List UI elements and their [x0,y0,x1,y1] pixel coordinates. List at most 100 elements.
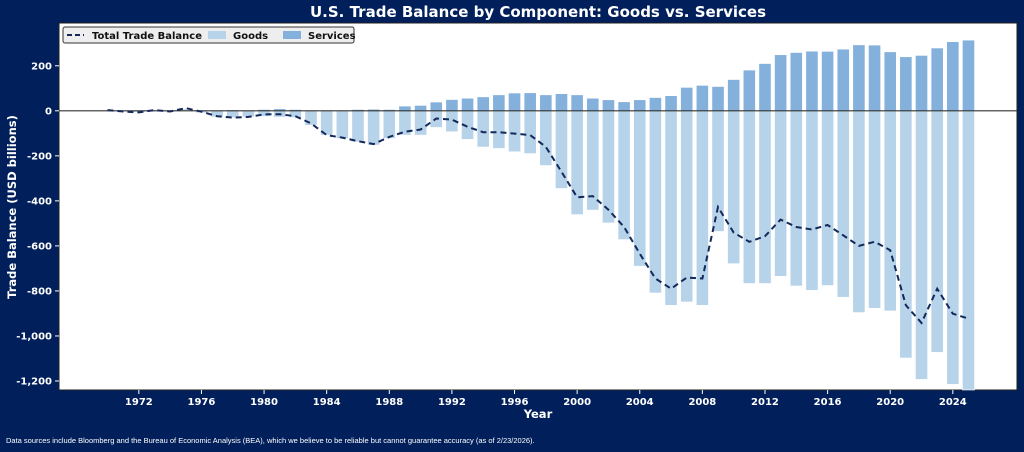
services-bar-2006 [664,95,678,112]
goods-bar-2003 [617,110,631,240]
goods-bar-2002 [602,110,615,224]
x-tick-label: 1972 [125,397,153,408]
goods-bar-2000 [570,110,584,215]
goods-bar-2016 [821,110,834,286]
goods-bar-1994 [476,110,490,148]
goods-bar-2020 [883,110,897,312]
services-bar-2010 [727,79,741,112]
services-bar-1989 [398,105,412,112]
x-tick-label: 1980 [250,397,278,408]
x-tick-label: 2000 [563,397,591,408]
legend: Total Trade Balance Goods Services [62,26,356,44]
services-bar-1997 [523,92,537,112]
y-tick-label: -200 [27,151,52,162]
x-tick-label: 1988 [375,397,403,408]
y-tick-label: -800 [27,286,52,297]
services-bar-1994 [476,96,490,112]
x-tick-label: 2016 [814,397,842,408]
goods-bar-2007 [680,110,694,303]
services-bar-2002 [602,99,615,112]
services-bar-2018 [852,44,866,112]
goods-bar-1985 [335,110,349,139]
goods-bar-1983 [304,110,318,126]
x-tick-label: 2024 [939,397,967,408]
goods-bar-1997 [523,110,537,154]
services-bar-1996 [508,92,521,112]
footer-note: Data sources include Bloomberg and the B… [6,436,535,445]
services-bar-2014 [789,52,803,112]
services-bar-2003 [617,101,631,112]
legend-label-total: Total Trade Balance [92,31,202,42]
goods-bar-1999 [555,110,568,189]
goods-bar-2019 [868,110,881,309]
goods-bar-2012 [758,110,772,284]
goods-bar-2015 [805,110,819,291]
services-bar-2011 [742,69,756,112]
services-bar-2008 [695,85,709,112]
legend-label-services: Services [308,31,356,42]
services-bar-1992 [445,99,459,112]
x-tick-label: 2004 [626,397,654,408]
goods-bar-1987 [367,110,381,146]
goods-bar-1996 [508,110,521,153]
legend-label-goods: Goods [233,31,268,42]
goods-bar-2022 [915,110,928,380]
services-bar-1999 [555,93,568,112]
services-bar-2015 [805,50,819,112]
goods-bar-2013 [774,110,788,277]
goods-bar-2021 [899,110,913,359]
goods-bar-1988 [382,110,396,139]
y-tick-label: 0 [45,106,52,117]
y-tick-label: 200 [31,61,52,72]
services-bar-2025 [962,39,975,112]
chart-title: U.S. Trade Balance by Component: Goods v… [310,3,766,21]
x-tick-label: 2020 [876,397,904,408]
x-tick-label: 2008 [688,397,716,408]
goods-bar-2006 [664,110,678,306]
legend-swatch-goods [208,31,226,39]
x-axis: 1972 1976 1980 1984 1988 1992 1996 2000 2004 2008… [125,390,967,408]
x-tick-label: 1976 [188,397,216,408]
x-axis-label: Year [523,407,553,421]
goods-bar-2025 [962,110,975,391]
x-tick-label: 1996 [501,397,529,408]
services-bar-1998 [539,94,553,112]
goods-bar-2018 [852,110,866,313]
services-bar-2017 [836,48,850,112]
y-tick-label: -1,000 [16,331,52,342]
services-bar-2023 [930,47,944,112]
services-bar-2021 [899,56,913,112]
services-bar-2024 [946,41,960,112]
services-bar-2013 [774,54,788,112]
services-bar-2020 [883,51,897,112]
services-bar-2012 [758,63,772,112]
goods-bar-1995 [492,110,506,149]
goods-bar-2005 [648,110,662,294]
services-bar-2009 [711,86,725,112]
services-bar-2000 [570,94,584,112]
goods-bar-2017 [836,110,850,298]
services-bar-2004 [633,99,647,112]
goods-bar-2024 [946,110,960,385]
services-bar-2016 [821,51,834,112]
services-bar-2022 [915,55,928,112]
goods-bar-1990 [414,110,428,136]
x-tick-label: 1992 [438,397,466,408]
services-bar-2019 [868,44,881,112]
y-tick-label: -400 [27,196,52,207]
y-tick-label: -600 [27,241,52,252]
x-tick-label: 2012 [751,397,779,408]
services-bar-2001 [586,97,600,112]
services-bar-1991 [429,101,443,112]
services-bar-2007 [680,87,694,112]
goods-bar-2023 [930,110,944,353]
y-axis-label: Trade Balance (USD billions) [5,115,19,299]
goods-bar-2010 [727,110,741,264]
goods-bar-1998 [539,110,553,166]
legend-swatch-services [283,31,301,39]
services-bar-1995 [492,94,506,112]
y-axis: 200 0 -200 -400 -600 -800 -1,000 -1,200 [16,61,59,387]
goods-bar-1986 [351,110,365,143]
services-bar-1993 [461,97,474,112]
